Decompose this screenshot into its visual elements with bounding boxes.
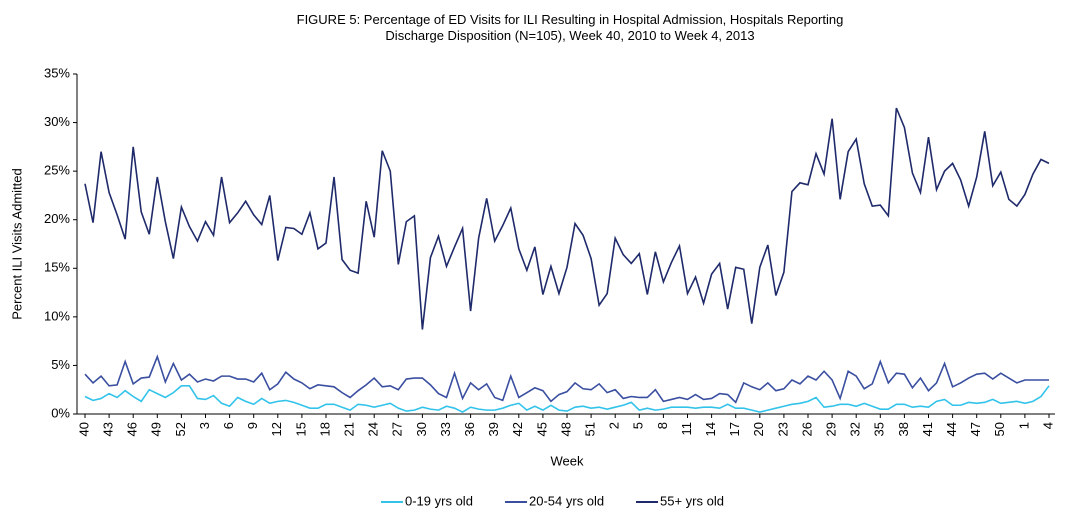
x-tick-label: 27	[390, 422, 405, 436]
x-tick-label: 36	[462, 422, 477, 436]
x-tick-label: 52	[173, 422, 188, 436]
x-tick-label: 43	[101, 422, 116, 436]
x-tick-label: 21	[342, 422, 357, 436]
x-tick-label: 46	[125, 422, 140, 436]
x-tick-label: 24	[366, 422, 381, 436]
x-tick-label: 49	[149, 422, 164, 436]
legend-label: 0-19 yrs old	[405, 493, 473, 508]
x-tick-label: 32	[848, 422, 863, 436]
x-tick-label: 39	[486, 422, 501, 436]
chart-title: FIGURE 5: Percentage of ED Visits for IL…	[296, 12, 844, 43]
x-tick-label: 30	[414, 422, 429, 436]
x-axis-label: Week	[551, 453, 584, 468]
x-tick-label: 11	[679, 422, 694, 436]
x-tick-label: 9	[245, 422, 260, 429]
x-tick-label: 23	[775, 422, 790, 436]
series-line	[84, 354, 1049, 404]
x-tick-label: 44	[944, 422, 959, 436]
x-tick-label: 40	[76, 422, 91, 436]
y-tick-label: 30%	[44, 114, 70, 129]
x-tick-label: 50	[992, 422, 1007, 436]
y-tick-label: 35%	[44, 65, 70, 80]
x-tick-label: 45	[534, 422, 549, 436]
x-tick-label: 2	[607, 422, 622, 429]
x-tick-label: 47	[968, 422, 983, 436]
x-tick-label: 15	[293, 422, 308, 436]
x-tick-label: 6	[221, 422, 236, 429]
x-tick-label: 38	[896, 422, 911, 436]
x-tick-label: 35	[872, 422, 887, 436]
x-tick-label: 29	[824, 422, 839, 436]
series-line	[84, 107, 1050, 330]
x-tick-label: 1	[1016, 422, 1031, 429]
x-tick-label: 20	[751, 422, 766, 436]
legend-label: 55+ yrs old	[660, 493, 724, 508]
y-tick-label: 20%	[44, 211, 70, 226]
x-tick-label: 48	[558, 422, 573, 436]
x-tick-label: 41	[920, 422, 935, 436]
y-tick-label: 5%	[51, 357, 70, 372]
x-tick-label: 17	[727, 422, 742, 436]
y-tick-label: 10%	[44, 308, 70, 323]
x-tick-label: 14	[703, 422, 718, 436]
x-tick-label: 8	[655, 422, 670, 429]
x-tick-label: 18	[317, 422, 332, 436]
y-tick-label: 15%	[44, 260, 70, 275]
legend-label: 20-54 yrs old	[529, 493, 604, 508]
x-tick-label: 51	[583, 422, 598, 436]
x-tick-label: 12	[269, 422, 284, 436]
x-tick-label: 26	[799, 422, 814, 436]
y-tick-label: 25%	[44, 163, 70, 178]
x-tick-label: 3	[197, 422, 212, 429]
x-tick-label: 4	[1040, 422, 1055, 429]
x-tick-label: 5	[631, 422, 646, 429]
y-axis-label: Percent ILI Visits Admitted	[9, 168, 24, 320]
y-tick-label: 0%	[51, 405, 70, 420]
series-line	[84, 385, 1050, 413]
x-tick-label: 33	[438, 422, 453, 436]
x-tick-label: 42	[510, 422, 525, 436]
